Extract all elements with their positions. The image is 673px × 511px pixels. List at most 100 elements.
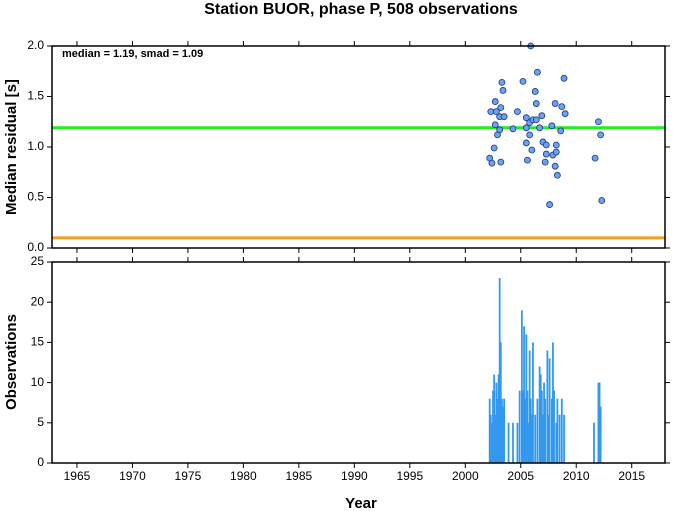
bar xyxy=(532,342,534,463)
bar xyxy=(542,414,544,463)
x-tick-label: 1990 xyxy=(341,469,368,483)
y-tick-label: 0.0 xyxy=(27,240,44,254)
bar xyxy=(516,422,519,463)
point xyxy=(498,78,506,86)
point xyxy=(546,201,554,208)
bar xyxy=(499,342,502,463)
bar xyxy=(550,398,553,463)
bar xyxy=(522,390,524,463)
bar xyxy=(593,422,595,463)
point xyxy=(522,114,530,122)
x-tick-label: 2000 xyxy=(452,469,479,483)
x-tick-label: 2010 xyxy=(563,469,590,483)
point xyxy=(487,108,495,116)
bar xyxy=(512,422,514,463)
bar xyxy=(495,382,498,463)
point xyxy=(598,197,606,204)
bar xyxy=(552,342,554,463)
bar xyxy=(507,422,510,463)
point xyxy=(531,88,539,95)
y-axis-label: Median residual [s] xyxy=(3,79,20,215)
point xyxy=(522,124,530,132)
point xyxy=(522,139,530,147)
point xyxy=(591,154,599,162)
bar xyxy=(547,414,550,463)
x-tick-label: 1965 xyxy=(64,469,91,483)
x-tick-label: 1970 xyxy=(119,469,146,483)
y-tick-label: 2.0 xyxy=(27,38,44,52)
point xyxy=(524,156,531,164)
point xyxy=(552,141,560,149)
bar xyxy=(501,398,503,463)
bar xyxy=(553,390,555,463)
bar xyxy=(502,406,504,463)
point xyxy=(491,121,499,129)
y-tick-label: 0 xyxy=(37,455,44,469)
bar xyxy=(556,398,559,463)
bar xyxy=(489,414,492,463)
point xyxy=(595,118,602,126)
point xyxy=(532,100,540,107)
point xyxy=(490,144,498,152)
bar xyxy=(599,406,602,463)
point xyxy=(597,131,605,139)
y-tick-label: 1.5 xyxy=(27,89,44,103)
bar xyxy=(558,414,561,463)
bar xyxy=(539,374,542,463)
x-tick-label: 2005 xyxy=(507,469,534,483)
y-tick-label: 10 xyxy=(31,375,45,389)
bar xyxy=(498,278,501,463)
point xyxy=(499,87,507,94)
bar xyxy=(534,414,537,463)
x-tick-label: 1975 xyxy=(175,469,202,483)
point xyxy=(553,171,561,179)
bar xyxy=(525,334,528,463)
point xyxy=(526,131,534,139)
plot-frame xyxy=(51,45,666,249)
point xyxy=(551,162,559,170)
x-tick-label: 1995 xyxy=(396,469,423,483)
y-tick-label: 0.5 xyxy=(27,190,44,204)
y-tick-label: 25 xyxy=(31,254,45,268)
bar xyxy=(527,422,530,463)
x-tick-label: 1980 xyxy=(230,469,257,483)
point xyxy=(557,127,565,135)
bar xyxy=(544,398,547,463)
point xyxy=(536,124,544,132)
point xyxy=(560,74,568,82)
point xyxy=(542,150,550,158)
bar xyxy=(598,382,601,463)
point xyxy=(538,112,546,120)
point xyxy=(514,108,521,116)
bar xyxy=(536,398,539,463)
bar xyxy=(540,390,543,463)
bar xyxy=(563,414,565,463)
bar xyxy=(488,398,491,463)
bar xyxy=(518,390,521,463)
bar xyxy=(560,398,563,463)
bar xyxy=(494,414,497,463)
x-tick-label: 1985 xyxy=(286,469,313,483)
bar xyxy=(524,398,527,463)
chart-title: Station BUOR, phase P, 508 observations xyxy=(204,1,518,18)
bar xyxy=(543,382,545,463)
bar xyxy=(496,398,499,463)
point xyxy=(528,146,536,154)
point xyxy=(541,158,549,166)
bar xyxy=(520,310,523,463)
point xyxy=(500,113,508,121)
point xyxy=(552,148,560,156)
bar xyxy=(555,422,558,463)
y-tick-label: 15 xyxy=(31,335,45,349)
bar xyxy=(526,390,529,463)
y-tick-label: 20 xyxy=(31,294,45,308)
y-tick-label: 1.0 xyxy=(27,139,44,153)
x-tick-label: 2015 xyxy=(618,469,645,483)
bar xyxy=(530,414,533,463)
y-tick-label: 5 xyxy=(37,415,44,429)
point xyxy=(551,100,559,107)
bar xyxy=(538,366,541,463)
point xyxy=(548,122,556,130)
point xyxy=(496,126,504,134)
